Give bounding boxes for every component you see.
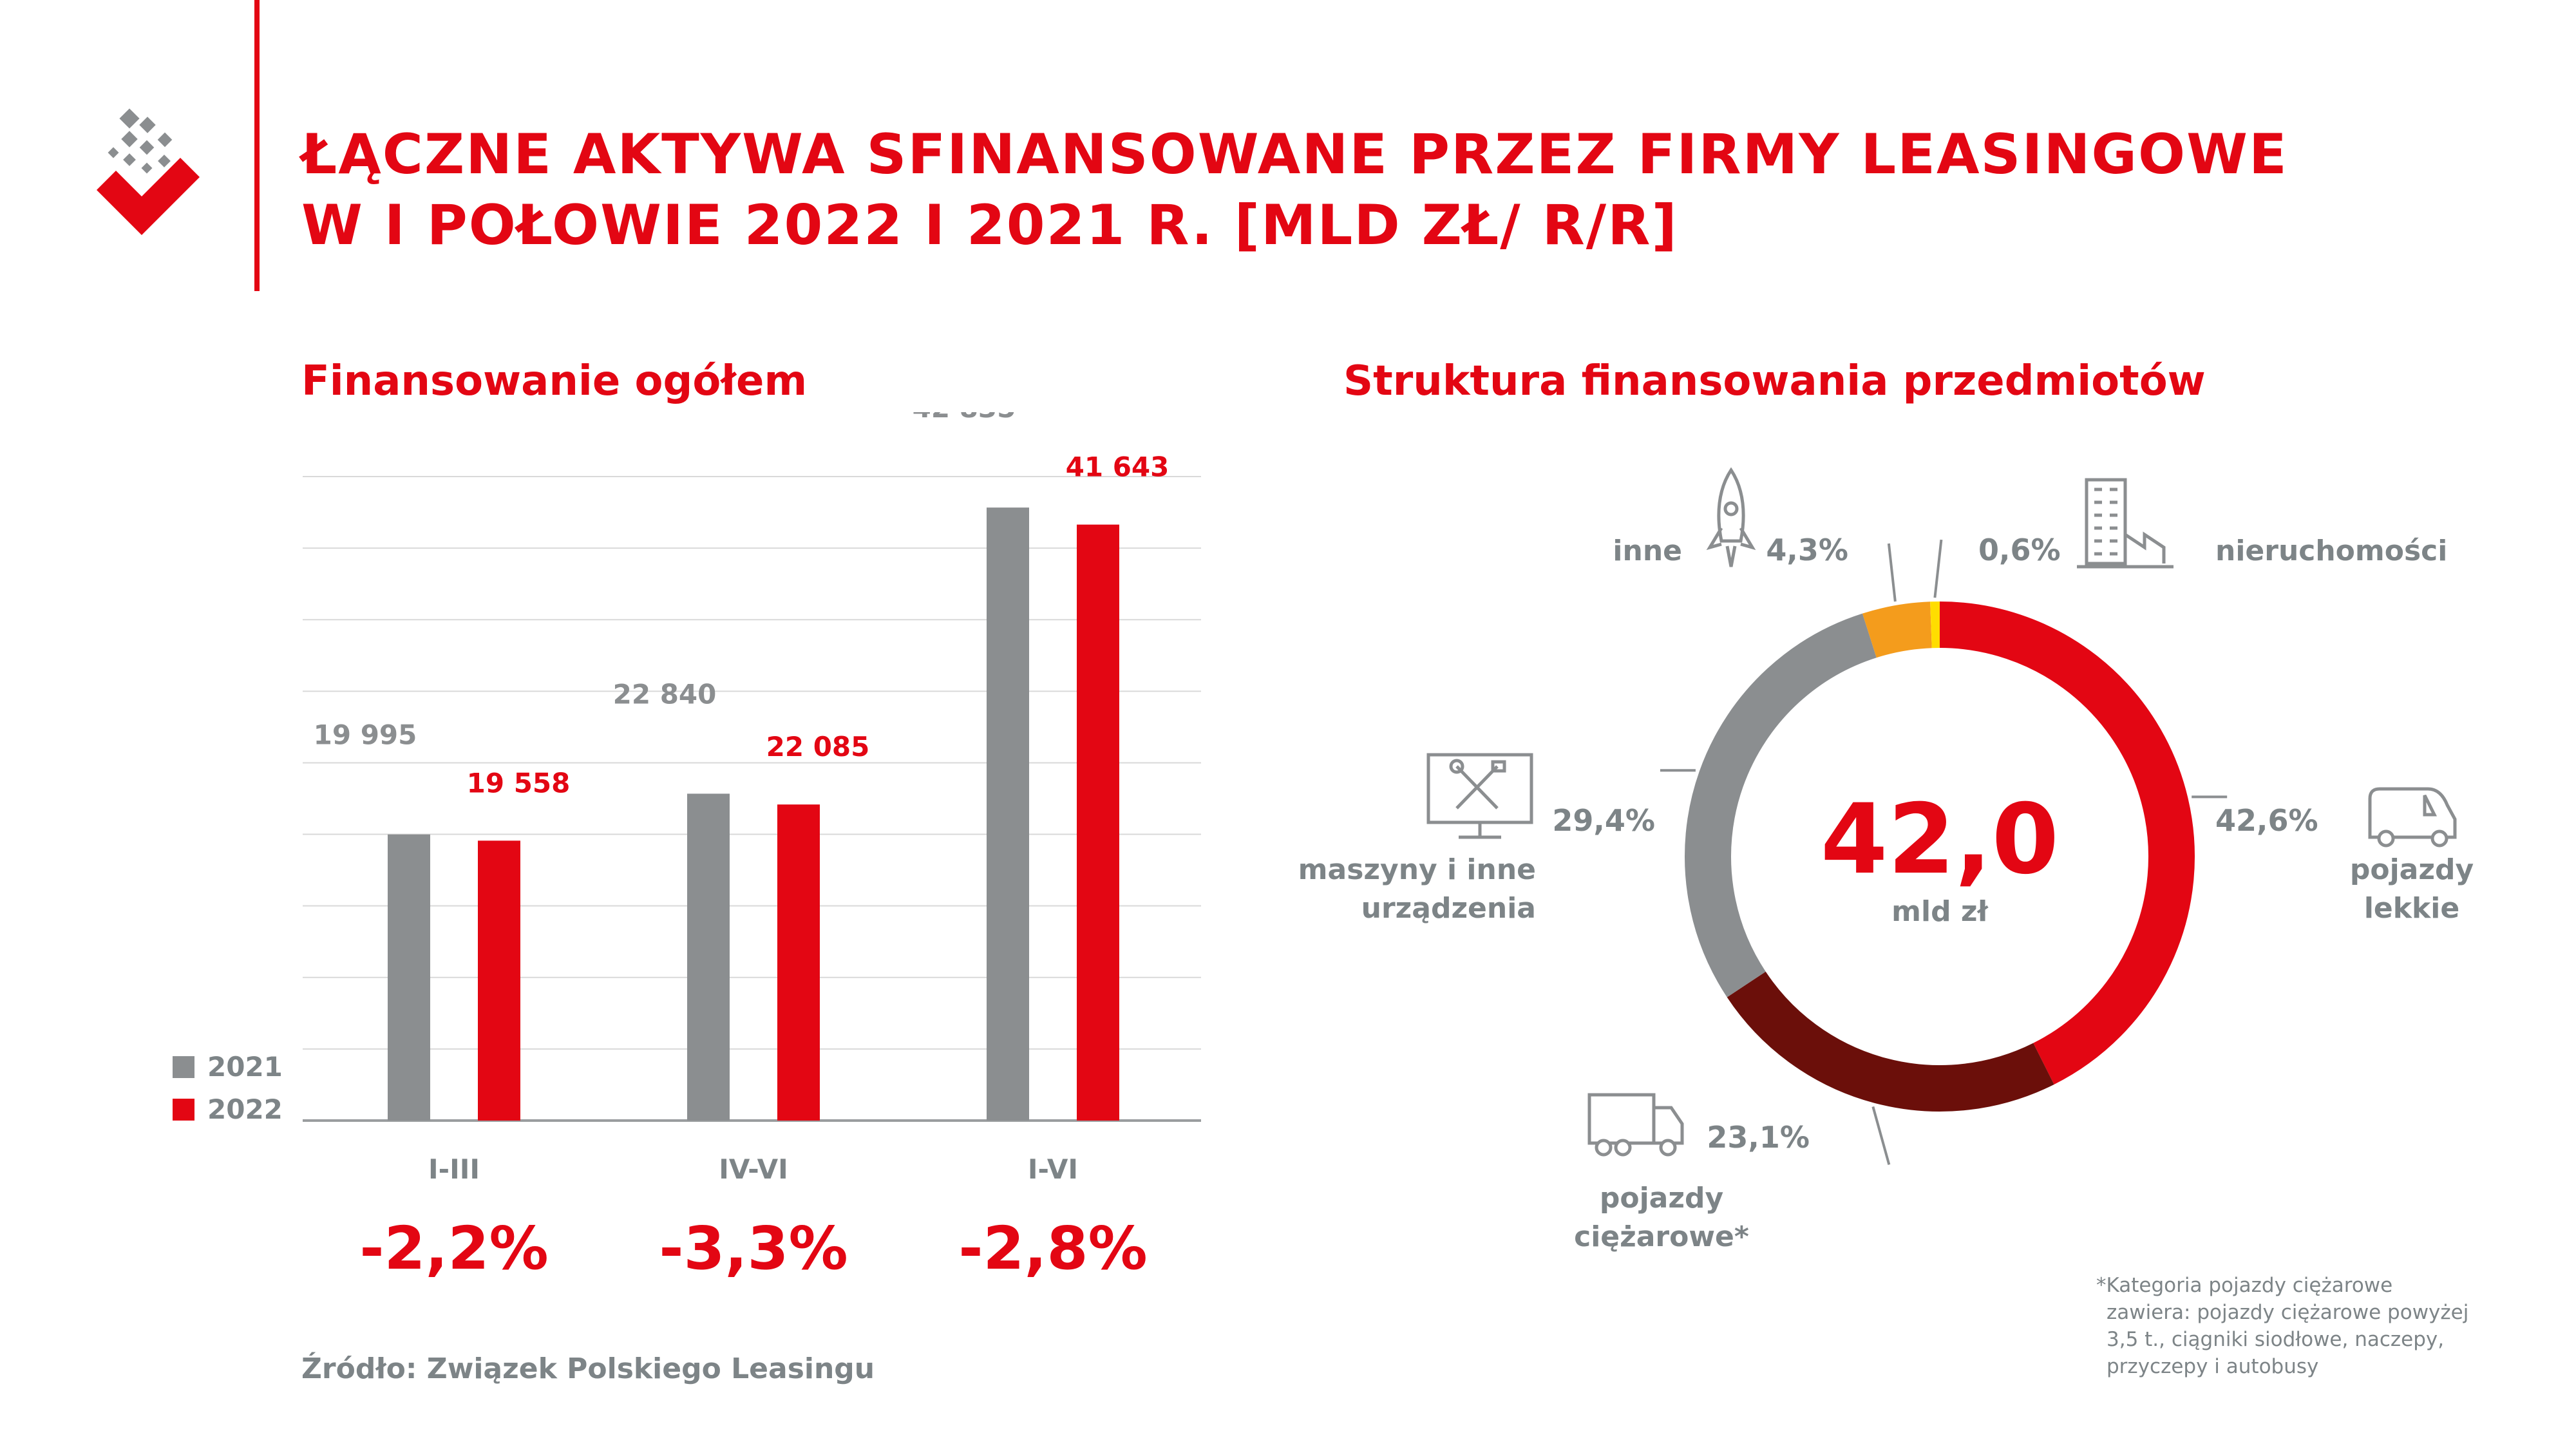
footnote-line: zawiera: pojazdy ciężarowe powyżej xyxy=(2107,1301,2469,1324)
truck-icon xyxy=(1587,1093,1684,1157)
slice-label-nieruchomosci: nieruchomości xyxy=(2215,535,2447,567)
page-title-line2: W I POŁOWIE 2022 I 2021 R. [MLD ZŁ/ R/R] xyxy=(301,193,1678,258)
bar-2021-I-III xyxy=(388,834,430,1121)
footnote-line: *Kategoria pojazdy ciężarowe xyxy=(2096,1274,2393,1297)
slice-label-maszyny: urządzenia xyxy=(1361,892,1536,925)
slice-label-maszyny: maszyny i inne xyxy=(1298,853,1536,886)
slice-value-ciezarowe: 23,1% xyxy=(1707,1120,1810,1155)
slice-value-nieruchomosci: 0,6% xyxy=(1978,533,2061,567)
slice-label-lekkie: pojazdy xyxy=(2350,853,2474,886)
bar-chart: 19 995 19 558 I-III 22 840 22 085 IV-VI 42 835… xyxy=(303,412,1201,1185)
change-i-vi: -2,8% xyxy=(958,1214,1148,1283)
donut-center-value: 42,0 xyxy=(1821,784,2059,896)
leader-line-inne xyxy=(1887,543,1897,602)
legend-swatch-2021 xyxy=(173,1056,194,1078)
category-label-IV-VI: IV-VI xyxy=(719,1153,788,1185)
donut-slice-0 xyxy=(1939,601,2195,1084)
data-label-2021-I-III: 19 995 xyxy=(314,719,417,751)
machine-monitor-icon xyxy=(1426,753,1533,839)
legend-label-2021: 2021 xyxy=(207,1051,283,1083)
legend-label-2022: 2022 xyxy=(207,1094,283,1125)
data-label-2021-IV-VI: 22 840 xyxy=(613,678,717,710)
change-i-iii: -2,2% xyxy=(359,1214,549,1283)
bar-2021-I-VI xyxy=(987,507,1029,1121)
slice-label-lekkie: lekkie xyxy=(2364,892,2459,925)
change-iv-vi: -3,3% xyxy=(659,1214,848,1283)
footnote: *Kategoria pojazdy ciężarowe zawiera: po… xyxy=(2096,1272,2468,1380)
donut-chart-title: Struktura finansowania przedmiotów xyxy=(1343,357,2206,405)
donut-chart: 42,6% pojazdy lekkie 23,1% pojazdy ciężarowe*… xyxy=(1298,467,2474,1253)
bar-2021-IV-VI xyxy=(687,793,730,1121)
van-icon xyxy=(2368,787,2457,848)
header-divider xyxy=(254,0,260,291)
page-title-line1: ŁĄCZNE AKTYWA SFINANSOWANE PRZEZ FIRMY L… xyxy=(301,122,2288,187)
bar-chart-title: Finansowanie ogółem xyxy=(301,357,808,405)
donut-center-unit: mld zł xyxy=(1891,895,1989,928)
donut-slice-3 xyxy=(1862,601,1933,658)
bar-2022-I-VI xyxy=(1077,524,1119,1121)
source-note: Źródło: Związek Polskiego Leasingu xyxy=(301,1352,875,1385)
buildings-icon xyxy=(2077,478,2174,569)
category-label-I-III: I-III xyxy=(428,1153,480,1185)
legend-item-2022: 2022 xyxy=(173,1094,283,1125)
bar-2022-I-III xyxy=(478,840,520,1121)
data-label-2022-I-III: 19 558 xyxy=(467,767,571,799)
data-label-2022-I-VI: 41 643 xyxy=(1066,451,1170,483)
slice-label-ciezarowe: pojazdy xyxy=(1600,1182,1723,1215)
donut-slice-2 xyxy=(1685,613,1877,998)
brand-logo-icon xyxy=(97,108,200,235)
category-label-I-VI: I-VI xyxy=(1028,1153,1078,1185)
data-label-2021-I-VI: 42 835 xyxy=(913,412,1016,424)
slice-label-inne: inne xyxy=(1613,535,1682,567)
legend-swatch-2022 xyxy=(173,1098,194,1121)
leader-line-nieruchomosci xyxy=(1933,539,1943,598)
legend-item-2021: 2021 xyxy=(173,1051,283,1083)
footnote-line: przyczepy i autobusy xyxy=(2107,1355,2319,1378)
slice-value-lekkie: 42,6% xyxy=(2215,803,2318,838)
bar-2022-IV-VI xyxy=(777,804,820,1121)
leader-line-ciezarowe xyxy=(1871,1106,1891,1165)
page-title: ŁĄCZNE AKTYWA SFINANSOWANE PRZEZ FIRMY L… xyxy=(301,119,2427,261)
slice-value-maszyny: 29,4% xyxy=(1552,803,1655,838)
slice-label-ciezarowe: ciężarowe* xyxy=(1574,1220,1749,1253)
rocket-icon xyxy=(1706,467,1756,567)
slice-value-inne: 4,3% xyxy=(1766,533,1848,567)
footnote-line: 3,5 t., ciągniki siodłowe, naczepy, xyxy=(2107,1328,2445,1351)
data-label-2022-IV-VI: 22 085 xyxy=(766,731,870,762)
donut-slice-1 xyxy=(1727,971,2054,1112)
